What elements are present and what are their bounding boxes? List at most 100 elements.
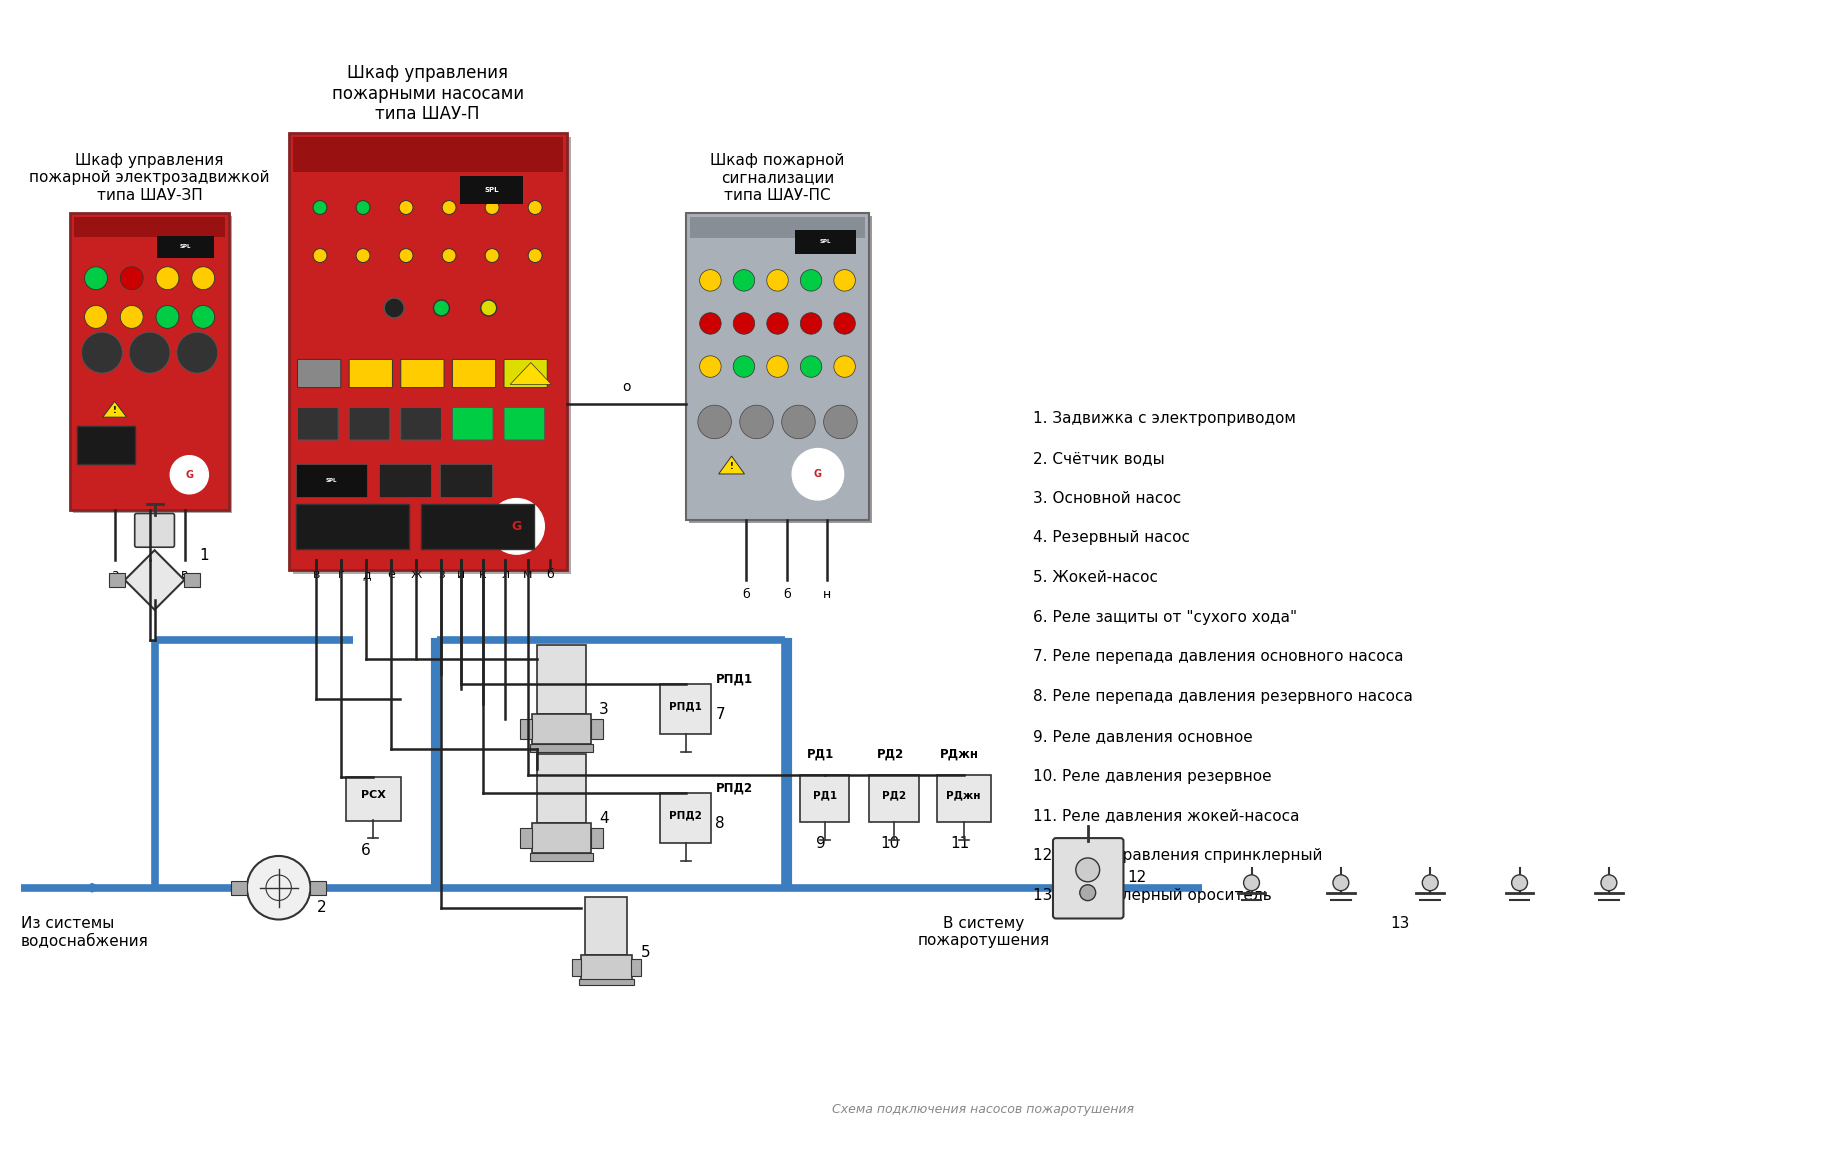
Circle shape xyxy=(834,356,855,377)
Circle shape xyxy=(799,356,822,377)
FancyBboxPatch shape xyxy=(586,897,626,955)
Circle shape xyxy=(481,301,497,316)
Circle shape xyxy=(1076,858,1100,882)
FancyBboxPatch shape xyxy=(532,823,591,853)
Circle shape xyxy=(766,356,788,377)
FancyBboxPatch shape xyxy=(460,176,523,205)
FancyBboxPatch shape xyxy=(530,853,593,861)
Text: Из системы
водоснабжения: Из системы водоснабжения xyxy=(20,916,149,948)
FancyBboxPatch shape xyxy=(293,138,571,575)
Circle shape xyxy=(1243,875,1260,891)
FancyBboxPatch shape xyxy=(350,407,391,440)
Text: В систему
пожаротушения: В систему пожаротушения xyxy=(917,916,1050,948)
FancyBboxPatch shape xyxy=(530,743,593,751)
FancyBboxPatch shape xyxy=(536,754,586,823)
FancyBboxPatch shape xyxy=(350,360,392,387)
Circle shape xyxy=(766,269,788,291)
FancyBboxPatch shape xyxy=(453,407,494,440)
Text: 8: 8 xyxy=(715,816,726,831)
Circle shape xyxy=(529,200,542,215)
Circle shape xyxy=(733,356,755,377)
Text: д: д xyxy=(363,568,370,581)
Text: РПД2: РПД2 xyxy=(715,781,753,795)
Text: е: е xyxy=(387,568,396,581)
FancyBboxPatch shape xyxy=(346,777,402,821)
Text: РДжн: РДжн xyxy=(947,791,982,800)
Circle shape xyxy=(700,269,720,291)
FancyBboxPatch shape xyxy=(689,216,873,524)
Text: 4: 4 xyxy=(599,810,610,825)
FancyBboxPatch shape xyxy=(402,407,442,440)
Text: 13. Спринклерный ороситель: 13. Спринклерный ороситель xyxy=(1033,888,1271,903)
Text: а: а xyxy=(111,568,118,581)
Circle shape xyxy=(129,332,169,373)
FancyBboxPatch shape xyxy=(632,959,641,976)
FancyBboxPatch shape xyxy=(536,645,586,714)
Circle shape xyxy=(698,405,731,439)
Circle shape xyxy=(385,298,403,318)
Circle shape xyxy=(1422,875,1439,891)
FancyBboxPatch shape xyxy=(295,504,409,549)
FancyBboxPatch shape xyxy=(505,407,545,440)
FancyBboxPatch shape xyxy=(402,360,444,387)
Text: SPL: SPL xyxy=(820,239,831,244)
Text: SPL: SPL xyxy=(484,187,499,193)
Circle shape xyxy=(1334,875,1348,891)
Text: 9: 9 xyxy=(816,836,825,851)
FancyBboxPatch shape xyxy=(869,775,919,822)
Text: Шкаф управления
пожарной электрозадвижкой
типа ШАУ-ЗП: Шкаф управления пожарной электрозадвижко… xyxy=(29,153,271,202)
Text: РСХ: РСХ xyxy=(361,791,385,800)
Text: 10: 10 xyxy=(880,836,899,851)
Circle shape xyxy=(700,313,720,334)
FancyBboxPatch shape xyxy=(295,465,367,497)
FancyBboxPatch shape xyxy=(184,573,201,587)
Text: G: G xyxy=(186,469,193,480)
Circle shape xyxy=(177,332,217,373)
FancyBboxPatch shape xyxy=(580,979,634,985)
Circle shape xyxy=(400,200,413,215)
FancyBboxPatch shape xyxy=(689,216,866,238)
FancyBboxPatch shape xyxy=(379,465,431,497)
Circle shape xyxy=(247,855,311,919)
FancyBboxPatch shape xyxy=(157,236,214,258)
Text: б: б xyxy=(783,588,790,601)
FancyBboxPatch shape xyxy=(591,828,604,849)
FancyBboxPatch shape xyxy=(685,213,869,520)
FancyBboxPatch shape xyxy=(505,360,547,387)
Circle shape xyxy=(740,405,774,439)
FancyBboxPatch shape xyxy=(582,955,632,980)
Circle shape xyxy=(1601,875,1617,891)
Text: РД1: РД1 xyxy=(807,748,834,761)
Text: 13: 13 xyxy=(1391,916,1411,931)
Circle shape xyxy=(442,249,457,262)
Text: н: н xyxy=(823,588,831,601)
Circle shape xyxy=(799,269,822,291)
Text: в: в xyxy=(181,568,188,581)
Text: РПД1: РПД1 xyxy=(715,673,753,686)
FancyBboxPatch shape xyxy=(1054,838,1124,919)
Circle shape xyxy=(192,305,216,328)
Polygon shape xyxy=(125,550,184,609)
Text: Схема подключения насосов пожаротушения: Схема подключения насосов пожаротушения xyxy=(833,1103,1135,1116)
Circle shape xyxy=(484,200,499,215)
FancyBboxPatch shape xyxy=(532,714,591,743)
Circle shape xyxy=(823,405,857,439)
Circle shape xyxy=(700,356,720,377)
Circle shape xyxy=(192,267,216,290)
Circle shape xyxy=(799,313,822,334)
Text: м: м xyxy=(523,568,532,581)
Circle shape xyxy=(488,498,545,554)
Text: 10. Реле давления резервное: 10. Реле давления резервное xyxy=(1033,769,1271,784)
Text: г: г xyxy=(339,568,344,581)
Text: ж: ж xyxy=(411,568,422,581)
Text: 8. Реле перепада давления резервного насоса: 8. Реле перепада давления резервного нас… xyxy=(1033,689,1413,704)
FancyBboxPatch shape xyxy=(109,573,125,587)
FancyBboxPatch shape xyxy=(659,793,711,843)
Text: б: б xyxy=(742,588,750,601)
Text: !: ! xyxy=(729,461,733,470)
Text: 3. Основной насос: 3. Основной насос xyxy=(1033,490,1181,505)
Text: 2. Счётчик воды: 2. Счётчик воды xyxy=(1033,451,1164,466)
FancyBboxPatch shape xyxy=(298,407,339,440)
Circle shape xyxy=(157,267,179,290)
Polygon shape xyxy=(103,401,127,417)
